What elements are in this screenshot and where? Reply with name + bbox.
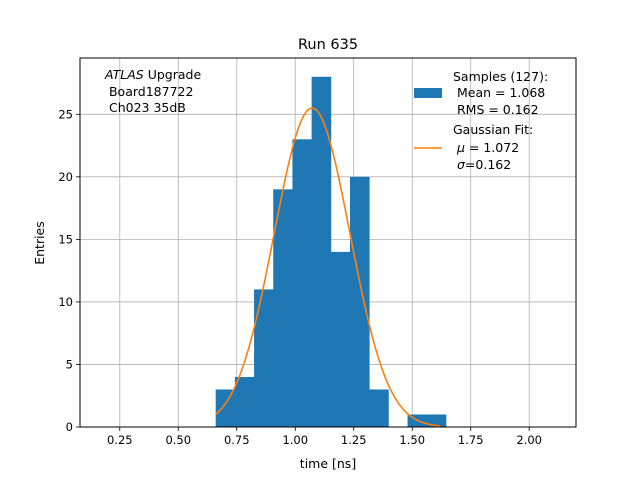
y-tick-label: 5 [66, 357, 73, 371]
legend-sigma-symbol: σ [457, 157, 466, 172]
x-tick-label: 2.00 [516, 433, 542, 447]
legend-fit-title: Gaussian Fit: [453, 122, 533, 137]
y-axis-label: Entries [32, 221, 47, 265]
x-tick-label: 0.75 [224, 433, 250, 447]
chart-title: Run 635 [298, 37, 358, 53]
x-tick-label: 0.50 [165, 433, 191, 447]
x-axis-label: time [ns] [300, 456, 356, 471]
y-tick-label: 20 [58, 170, 73, 184]
histogram-bar [426, 414, 447, 427]
histogram-bar [369, 389, 389, 427]
legend-samples-rms: RMS = 0.162 [453, 102, 539, 117]
legend-samples-mean: Mean = 1.068 [453, 85, 545, 100]
y-tick-label: 25 [58, 107, 73, 121]
y-tick-label: 10 [58, 295, 73, 309]
board-label: Board187722 [105, 84, 193, 99]
gaussian-fit [215, 107, 441, 427]
histogram-bar [215, 389, 236, 427]
annotation: ATLAS Upgrade Board187722 Ch023 35dB [104, 67, 201, 115]
x-tick-label: 1.75 [458, 433, 484, 447]
histogram-bars [215, 76, 447, 428]
plot-frame [79, 57, 577, 428]
x-tick-label: 1.50 [399, 433, 425, 447]
histogram-bar [292, 139, 313, 427]
histogram-bar [254, 289, 274, 427]
histogram-bar [273, 189, 293, 427]
axes: 0.25 0.50 0.75 1.00 1.25 1.50 1.75 2.00 0 5 10 15 20… [58, 107, 542, 447]
legend: Samples (127): Mean = 1.068 RMS = 0.162 … [414, 69, 548, 172]
legend-mu-value: = 1.072 [465, 140, 519, 155]
legend-mu-symbol: μ [456, 140, 465, 155]
x-tick-label: 0.25 [107, 433, 133, 447]
legend-fit-sigma: σ=0.162 [453, 157, 511, 172]
atlas-label: ATLAS [104, 67, 144, 82]
legend-sigma-value: =0.162 [465, 157, 511, 172]
histogram-bar [311, 76, 332, 428]
legend-fit-mu: μ = 1.072 [453, 140, 519, 155]
histogram-bar [234, 376, 255, 427]
y-tick-label: 15 [58, 232, 73, 246]
fit-curve [215, 107, 441, 427]
x-tick-label: 1.25 [341, 433, 367, 447]
y-tick-label: 0 [66, 420, 73, 434]
histogram-bar [349, 176, 370, 427]
legend-samples-title: Samples (127): [453, 69, 548, 84]
upgrade-label: Upgrade [144, 67, 202, 82]
x-tick-label: 1.00 [282, 433, 308, 447]
annotation-line-1: ATLAS Upgrade [104, 67, 201, 82]
legend-samples-swatch [414, 88, 442, 98]
histogram-bar [330, 251, 351, 427]
channel-label: Ch023 35dB [105, 100, 186, 115]
